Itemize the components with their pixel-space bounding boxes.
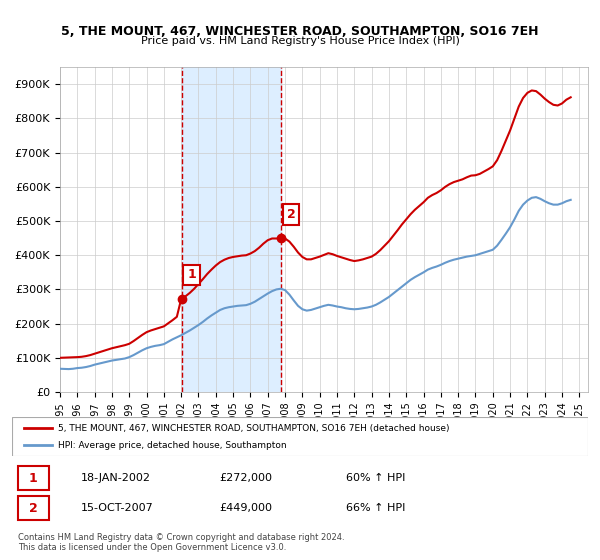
FancyBboxPatch shape	[18, 466, 49, 490]
Text: 1: 1	[29, 472, 38, 484]
Text: HPI: Average price, detached house, Southampton: HPI: Average price, detached house, Sout…	[58, 441, 287, 450]
Bar	[182, 67, 281, 392]
Text: 60% ↑ HPI: 60% ↑ HPI	[346, 473, 406, 483]
Text: 15-OCT-2007: 15-OCT-2007	[81, 503, 154, 514]
Text: 66% ↑ HPI: 66% ↑ HPI	[346, 503, 406, 514]
FancyBboxPatch shape	[18, 496, 49, 520]
Text: 5, THE MOUNT, 467, WINCHESTER ROAD, SOUTHAMPTON, SO16 7EH: 5, THE MOUNT, 467, WINCHESTER ROAD, SOUT…	[61, 25, 539, 38]
FancyBboxPatch shape	[12, 417, 588, 456]
Text: 2: 2	[29, 502, 38, 515]
Text: £449,000: £449,000	[220, 503, 272, 514]
Text: This data is licensed under the Open Government Licence v3.0.: This data is licensed under the Open Gov…	[18, 543, 286, 552]
Text: Contains HM Land Registry data © Crown copyright and database right 2024.: Contains HM Land Registry data © Crown c…	[18, 533, 344, 542]
Text: 2: 2	[287, 208, 295, 221]
Text: Price paid vs. HM Land Registry's House Price Index (HPI): Price paid vs. HM Land Registry's House …	[140, 36, 460, 46]
Text: 18-JAN-2002: 18-JAN-2002	[81, 473, 151, 483]
Text: £272,000: £272,000	[220, 473, 272, 483]
Text: 1: 1	[187, 268, 196, 282]
Text: 5, THE MOUNT, 467, WINCHESTER ROAD, SOUTHAMPTON, SO16 7EH (detached house): 5, THE MOUNT, 467, WINCHESTER ROAD, SOUT…	[58, 424, 449, 433]
